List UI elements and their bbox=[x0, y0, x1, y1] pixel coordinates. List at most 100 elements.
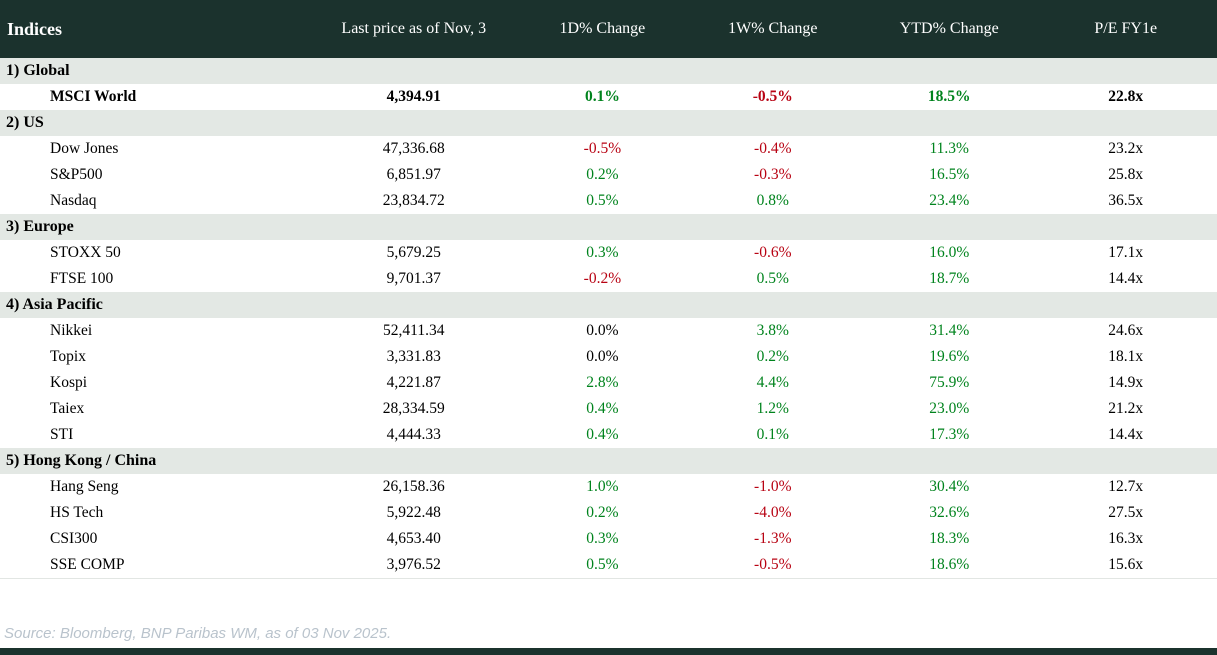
last-price-cell: 23,834.72 bbox=[382, 192, 445, 209]
index-name-cell: FTSE 100 bbox=[50, 270, 114, 287]
change-1w-cell: -4.0% bbox=[754, 504, 792, 521]
section-row: 1) Global bbox=[0, 58, 1217, 84]
change-1d-cell: 0.5% bbox=[586, 556, 619, 573]
change-ytd-cell: 17.3% bbox=[929, 426, 970, 443]
table-row: FTSE 100 9,701.37 -0.2% 0.5% 18.7% 14.4x bbox=[0, 266, 1217, 292]
change-ytd-cell: 18.7% bbox=[929, 270, 970, 287]
index-name-cell: Dow Jones bbox=[50, 140, 119, 157]
change-1d-cell: 0.3% bbox=[586, 530, 619, 547]
pe-fy1e-cell: 14.4x bbox=[1108, 426, 1144, 443]
last-price-cell: 28,334.59 bbox=[382, 400, 445, 417]
index-name-cell: Hang Seng bbox=[50, 478, 119, 495]
table-row: S&P500 6,851.97 0.2% -0.3% 16.5% 25.8x bbox=[0, 162, 1217, 188]
table-body: 1) Global MSCI World 4,394.91 0.1% -0.5% 18.5… bbox=[0, 58, 1217, 579]
last-price-cell: 5,679.25 bbox=[386, 244, 441, 261]
last-price-cell: 4,394.91 bbox=[386, 88, 441, 105]
table-row: Taiex 28,334.59 0.4% 1.2% 23.0% 21.2x bbox=[0, 396, 1217, 422]
section-row: 2) US bbox=[0, 110, 1217, 136]
change-ytd-cell: 23.0% bbox=[929, 400, 970, 417]
last-price-cell: 4,444.33 bbox=[386, 426, 441, 443]
table-row: Dow Jones 47,336.68 -0.5% -0.4% 11.3% 23.2x bbox=[0, 136, 1217, 162]
last-price-cell: 4,653.40 bbox=[386, 530, 441, 547]
indices-table: Indices Last price as of Nov, 3 1D% Chan… bbox=[0, 0, 1217, 579]
change-ytd-cell: 18.3% bbox=[929, 530, 970, 547]
table-row: Nikkei 52,411.34 0.0% 3.8% 31.4% 24.6x bbox=[0, 318, 1217, 344]
change-ytd-cell: 18.5% bbox=[927, 88, 971, 105]
last-price-cell: 47,336.68 bbox=[382, 140, 445, 157]
table-row: Kospi 4,221.87 2.8% 4.4% 75.9% 14.9x bbox=[0, 370, 1217, 396]
change-ytd-cell: 30.4% bbox=[929, 478, 970, 495]
col-header-1w-change: 1W% Change bbox=[681, 0, 865, 58]
last-price-cell: 9,701.37 bbox=[386, 270, 441, 287]
table-row: STI 4,444.33 0.4% 0.1% 17.3% 14.4x bbox=[0, 422, 1217, 448]
index-name-cell: STI bbox=[50, 426, 74, 443]
section-label: 4) Asia Pacific bbox=[0, 292, 1217, 318]
last-price-cell: 26,158.36 bbox=[382, 478, 445, 495]
change-1w-cell: -1.0% bbox=[754, 478, 792, 495]
last-price-cell: 4,221.87 bbox=[386, 374, 441, 391]
section-row: 3) Europe bbox=[0, 214, 1217, 240]
change-1w-cell: 4.4% bbox=[756, 374, 789, 391]
index-name-cell: Taiex bbox=[50, 400, 85, 417]
change-1d-cell: 2.8% bbox=[586, 374, 619, 391]
change-ytd-cell: 31.4% bbox=[929, 322, 970, 339]
change-1w-cell: 0.5% bbox=[756, 270, 789, 287]
change-1d-cell: 0.1% bbox=[584, 88, 620, 105]
col-header-last-price: Last price as of Nov, 3 bbox=[304, 0, 524, 58]
index-name-cell: Topix bbox=[50, 348, 86, 365]
pe-fy1e-cell: 14.9x bbox=[1108, 374, 1144, 391]
change-1w-cell: 0.2% bbox=[756, 348, 789, 365]
change-1d-cell: 0.2% bbox=[586, 166, 619, 183]
change-1d-cell: 0.4% bbox=[586, 400, 619, 417]
pe-fy1e-cell: 18.1x bbox=[1108, 348, 1144, 365]
index-name-cell: S&P500 bbox=[50, 166, 103, 183]
last-price-cell: 3,331.83 bbox=[386, 348, 441, 365]
pe-fy1e-cell: 24.6x bbox=[1108, 322, 1144, 339]
change-ytd-cell: 18.6% bbox=[929, 556, 970, 573]
change-1d-cell: -0.2% bbox=[583, 270, 622, 287]
change-1d-cell: 0.0% bbox=[586, 322, 619, 339]
table-row: Topix 3,331.83 0.0% 0.2% 19.6% 18.1x bbox=[0, 344, 1217, 370]
bottom-accent-bar bbox=[0, 648, 1217, 655]
table-row: STOXX 50 5,679.25 0.3% -0.6% 16.0% 17.1x bbox=[0, 240, 1217, 266]
change-1w-cell: -0.6% bbox=[754, 244, 792, 261]
section-label: 5) Hong Kong / China bbox=[0, 448, 1217, 474]
col-header-pe-fy1e: P/E FY1e bbox=[1034, 0, 1217, 58]
change-ytd-cell: 11.3% bbox=[929, 140, 969, 157]
pe-fy1e-cell: 12.7x bbox=[1108, 478, 1144, 495]
section-label: 3) Europe bbox=[0, 214, 1217, 240]
pe-fy1e-cell: 36.5x bbox=[1108, 192, 1144, 209]
col-header-ytd-change: YTD% Change bbox=[864, 0, 1035, 58]
section-label: 2) US bbox=[0, 110, 1217, 136]
index-name-cell: Nikkei bbox=[50, 322, 93, 339]
index-name-cell: CSI300 bbox=[50, 530, 98, 547]
table-row: Nasdaq 23,834.72 0.5% 0.8% 23.4% 36.5x bbox=[0, 188, 1217, 214]
last-price-cell: 3,976.52 bbox=[386, 556, 441, 573]
pe-fy1e-cell: 14.4x bbox=[1108, 270, 1144, 287]
index-name-cell: Kospi bbox=[50, 374, 88, 391]
section-row: 4) Asia Pacific bbox=[0, 292, 1217, 318]
table-row: Hang Seng 26,158.36 1.0% -1.0% 30.4% 12.7x bbox=[0, 474, 1217, 500]
source-note: Source: Bloomberg, BNP Paribas WM, as of… bbox=[4, 625, 392, 642]
change-1d-cell: 0.5% bbox=[586, 192, 619, 209]
change-1d-cell: 1.0% bbox=[586, 478, 619, 495]
table-row: HS Tech 5,922.48 0.2% -4.0% 32.6% 27.5x bbox=[0, 500, 1217, 526]
change-1d-cell: 0.3% bbox=[586, 244, 619, 261]
change-1d-cell: 0.4% bbox=[586, 426, 619, 443]
table-header-row: Indices Last price as of Nov, 3 1D% Chan… bbox=[0, 0, 1217, 58]
change-ytd-cell: 16.0% bbox=[929, 244, 970, 261]
index-name-cell: STOXX 50 bbox=[50, 244, 121, 261]
change-ytd-cell: 32.6% bbox=[929, 504, 970, 521]
change-1w-cell: -0.5% bbox=[752, 88, 793, 105]
table-title: Indices bbox=[0, 0, 305, 58]
pe-fy1e-cell: 25.8x bbox=[1108, 166, 1144, 183]
last-price-cell: 52,411.34 bbox=[383, 322, 445, 339]
section-label: 1) Global bbox=[0, 58, 1217, 84]
change-ytd-cell: 16.5% bbox=[929, 166, 970, 183]
pe-fy1e-cell: 21.2x bbox=[1108, 400, 1144, 417]
change-1w-cell: -0.5% bbox=[754, 556, 792, 573]
change-1w-cell: -0.4% bbox=[754, 140, 792, 157]
change-1w-cell: -0.3% bbox=[754, 166, 792, 183]
table-row: CSI300 4,653.40 0.3% -1.3% 18.3% 16.3x bbox=[0, 526, 1217, 552]
